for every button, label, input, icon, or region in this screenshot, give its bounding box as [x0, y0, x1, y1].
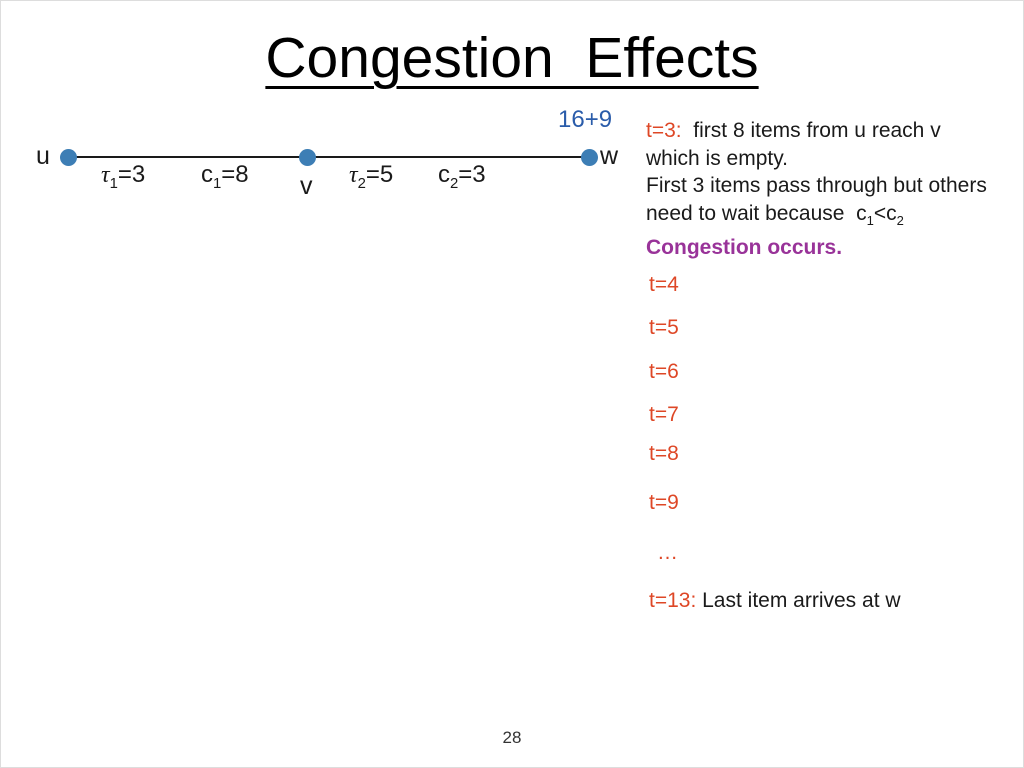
note-line-2: which is empty.: [646, 146, 788, 170]
queue-count-label: 16+9: [558, 106, 613, 133]
page-number: 28: [502, 728, 522, 747]
note-congestion-occurs: Congestion occurs.: [646, 236, 843, 260]
timeline-t7: t=7: [649, 403, 679, 426]
edge-label-tau1: τ1=3: [101, 161, 145, 192]
timeline-ellipsis: …: [657, 541, 678, 564]
tau2-symbol: τ: [349, 162, 358, 188]
timeline-t9: t=9: [649, 491, 679, 514]
node-w: [581, 149, 598, 166]
edge-label-c1: c1=8: [201, 161, 249, 192]
congestion-notes: t=3: first 8 items from u reach v which …: [646, 117, 1023, 262]
c1-value: =8: [221, 161, 249, 188]
c1-symbol: c: [201, 161, 213, 188]
note-line-4: need to wait because c1<c2: [646, 200, 1023, 235]
line4-text-a: need to wait because c: [646, 201, 867, 225]
timeline-t6: t=6: [649, 360, 679, 383]
c1-subscript: 1: [213, 175, 222, 192]
t13-prefix: t=13:: [649, 589, 697, 612]
timeline-t4: t=4: [649, 273, 679, 296]
node-u: [60, 149, 77, 166]
timeline-t13: t=13: Last item arrives at w: [649, 589, 901, 613]
t3-prefix: t=3:: [646, 119, 682, 142]
c2-value: =3: [458, 161, 486, 188]
c2-subscript: 2: [450, 175, 459, 192]
slide-title-text: Congestion Effects: [265, 26, 759, 90]
edge-label-c2: c2=3: [438, 161, 486, 192]
node-v: [299, 149, 316, 166]
tau1-symbol: τ: [101, 162, 110, 188]
node-label-w: w: [600, 142, 619, 170]
c2-symbol: c: [438, 161, 450, 188]
node-label-u: u: [36, 142, 50, 170]
timeline-t5: t=5: [649, 316, 679, 339]
node-label-v: v: [300, 172, 313, 200]
edge-u-w-line: [68, 156, 589, 158]
tau2-subscript: 2: [357, 175, 366, 192]
tau1-value: =3: [117, 161, 146, 188]
edge-label-tau2: τ2=5: [349, 161, 393, 192]
line4-sub2: 2: [896, 212, 904, 228]
note-line-t3: t=3: first 8 items from u reach v: [646, 117, 1023, 145]
t3-rest: first 8 items from u reach v: [681, 119, 941, 142]
t13-text: Last item arrives at w: [696, 589, 901, 612]
tau1-subscript: 1: [109, 175, 118, 192]
line4-text-b: <c: [873, 201, 897, 225]
slide-title: Congestion Effects: [1, 25, 1023, 91]
timeline-t8: t=8: [649, 442, 679, 465]
tau2-value: =5: [365, 161, 394, 188]
line4-sub1: 1: [866, 212, 874, 228]
note-line-3: First 3 items pass through but others: [646, 174, 987, 197]
